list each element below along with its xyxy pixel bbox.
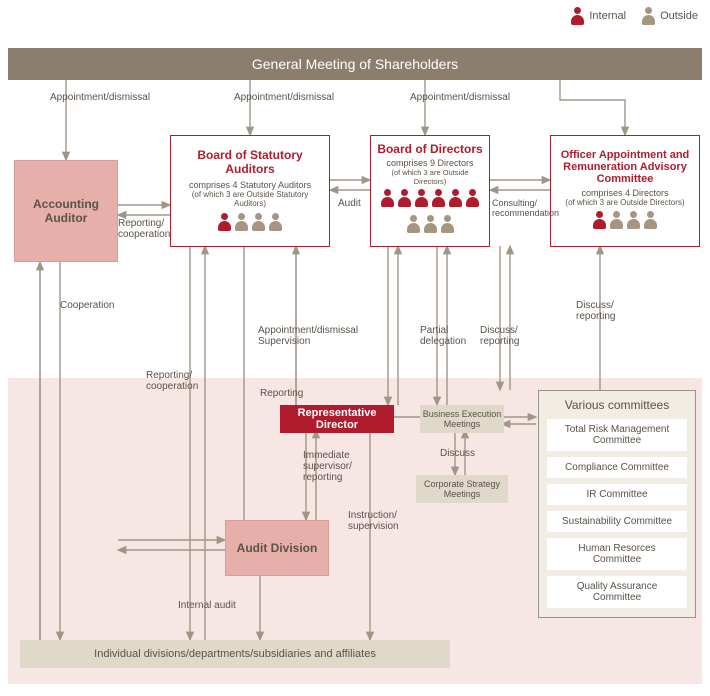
- committee-item: Compliance Committee: [547, 457, 687, 478]
- lbl-ad1: Appointment/dismissal: [50, 92, 150, 103]
- various-committees: Various committees Total Risk Management…: [538, 390, 696, 618]
- committee-item: Human Resorces Committee: [547, 538, 687, 570]
- committee-item: Sustainability Committee: [547, 511, 687, 532]
- general-meeting: General Meeting of Shareholders: [8, 48, 702, 80]
- committee-item: Total Risk Management Committee: [547, 419, 687, 451]
- committee-item: IR Committee: [547, 484, 687, 505]
- csm-label: Corporate Strategy Meetings: [418, 479, 506, 499]
- person-icon: [641, 7, 656, 25]
- lbl-rc2: Reporting/ cooperation: [146, 370, 198, 392]
- acct-label: Accounting Auditor: [15, 197, 117, 225]
- bsa-title: Board of Statutory Auditors: [177, 148, 323, 176]
- audit-division: Audit Division: [225, 520, 329, 576]
- bod-title: Board of Directors: [377, 142, 482, 156]
- oarac-sub1: comprises 4 Directors: [581, 188, 668, 198]
- legend-outside: Outside: [640, 6, 698, 26]
- board-statutory-auditors: Board of Statutory Auditors comprises 4 …: [170, 135, 330, 247]
- officer-committee: Officer Appointment and Remuneration Adv…: [550, 135, 700, 247]
- business-exec-meetings: Business Execution Meetings: [420, 405, 504, 433]
- lbl-ad2: Appointment/dismissal: [234, 92, 334, 103]
- lbl-is: Instruction/ supervision: [348, 510, 399, 532]
- divisions-label: Individual divisions/departments/subsidi…: [94, 648, 376, 660]
- corporate-strategy-meetings: Corporate Strategy Meetings: [416, 475, 508, 503]
- lbl-discuss: Discuss: [440, 448, 475, 459]
- committee-item: Quality Assurance Committee: [547, 576, 687, 608]
- oarac-title: Officer Appointment and Remuneration Adv…: [557, 149, 693, 185]
- legend-internal: Internal: [569, 6, 626, 26]
- board-directors: Board of Directors comprises 9 Directors…: [370, 135, 490, 247]
- oarac-sub2: (of which 3 are Outside Directors): [565, 198, 684, 207]
- lbl-cr: Consulting/ recommendation: [492, 198, 559, 218]
- lbl-ads: Appointment/dismissal Supervision: [258, 325, 358, 347]
- lbl-dr2: Discuss/ reporting: [576, 300, 615, 322]
- lbl-rep: Reporting: [260, 388, 303, 399]
- gms-label: General Meeting of Shareholders: [252, 56, 458, 72]
- accounting-auditor: Accounting Auditor: [14, 160, 118, 262]
- bsa-people: [216, 212, 284, 235]
- lbl-ia: Internal audit: [178, 600, 236, 611]
- individual-divisions: Individual divisions/departments/subsidi…: [20, 640, 450, 668]
- lbl-isr: Immediate supervisor/ reporting: [303, 450, 352, 483]
- bod-people: [379, 188, 481, 240]
- vc-title: Various committees: [565, 398, 669, 412]
- lbl-coop: Cooperation: [60, 300, 114, 311]
- lbl-ad3: Appointment/dismissal: [410, 92, 510, 103]
- lbl-dr1: Discuss/ reporting: [480, 325, 519, 347]
- bsa-sub1: comprises 4 Statutory Auditors: [189, 180, 311, 190]
- person-icon: [570, 7, 585, 25]
- lbl-pd: Partial delegation: [420, 325, 466, 347]
- representative-director: Representative Director: [280, 405, 394, 433]
- bod-sub1: comprises 9 Directors: [386, 158, 473, 168]
- bod-sub2: (of which 3 are Outside Directors): [375, 168, 485, 186]
- bsa-sub2: (of which 3 are Outside Statutory Audito…: [177, 190, 323, 208]
- bem-label: Business Execution Meetings: [422, 409, 502, 429]
- rep-label: Representative Director: [280, 407, 394, 431]
- oarac-people: [591, 210, 659, 233]
- lbl-audit: Audit: [338, 198, 361, 209]
- legend: Internal Outside: [569, 6, 698, 26]
- lbl-rc1: Reporting/ cooperation: [118, 218, 170, 240]
- audit-label: Audit Division: [237, 541, 318, 555]
